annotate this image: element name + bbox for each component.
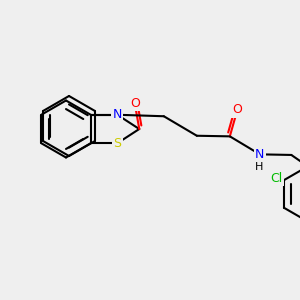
Text: O: O <box>130 97 140 110</box>
Text: O: O <box>232 103 242 116</box>
Text: H: H <box>255 162 263 172</box>
Text: S: S <box>113 137 121 150</box>
Text: N: N <box>112 108 122 121</box>
Text: N: N <box>255 148 265 161</box>
Text: Cl: Cl <box>270 172 283 185</box>
